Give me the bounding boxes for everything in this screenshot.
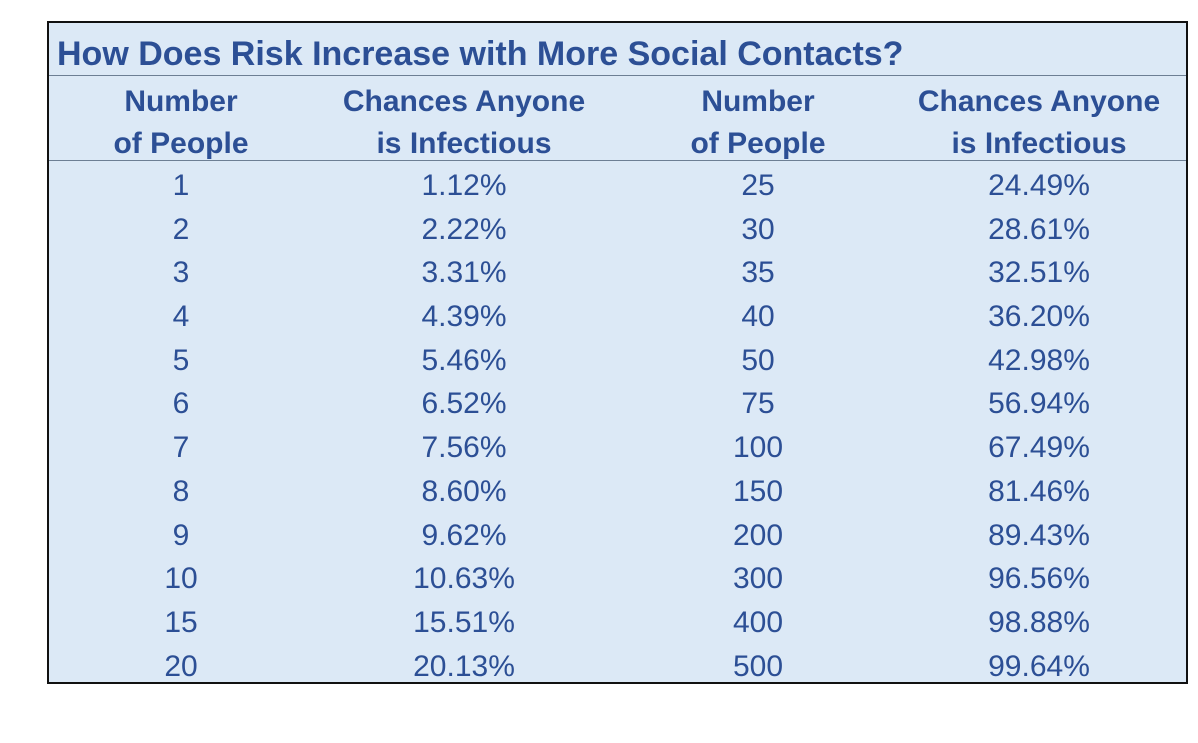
cell-chance-left: 15.51% [413, 605, 515, 639]
cell-chance-right: 96.56% [988, 562, 1090, 596]
cell-people-right: 150 [732, 474, 784, 508]
cell-chance-right: 56.94% [988, 387, 1090, 421]
cell-chance-right: 81.46% [988, 474, 1090, 508]
cell-people-right: 25 [741, 169, 775, 202]
header-line: is Infectious [951, 127, 1127, 160]
cell-chance-left: 6.52% [421, 387, 507, 421]
cell-people-left: 10 [164, 562, 198, 596]
cell-chance-right: 67.49% [988, 431, 1090, 465]
cell-people-left: 9 [172, 518, 190, 552]
cell-chance-left: 3.31% [421, 256, 507, 290]
cell-chance-right: 98.88% [988, 605, 1090, 639]
cell-chance-left: 10.63% [413, 562, 515, 596]
header-line: Number [124, 85, 238, 118]
cell-chance-right: 24.49% [988, 169, 1090, 202]
header-line: Chances Anyone [342, 85, 586, 118]
table-row: 3 3.31% 35 32.51% [49, 251, 1186, 295]
header-number-of-people-right: Number of People [673, 81, 843, 165]
table-row: 15 15.51% 400 98.88% [49, 601, 1186, 645]
cell-chance-left: 4.39% [421, 300, 507, 334]
cell-chance-right: 36.20% [988, 300, 1090, 334]
table-row: 9 9.62% 200 89.43% [49, 514, 1186, 558]
header-line: of People [113, 127, 249, 160]
cell-chance-left: 9.62% [421, 518, 507, 552]
cell-people-right: 100 [732, 431, 784, 465]
table-row: 6 6.52% 75 56.94% [49, 382, 1186, 426]
table-body: 1 1.12% 25 24.49% 2 2.22% 30 28.61% 3 3.31% 35 32.5… [49, 164, 1186, 688]
cell-chance-right: 42.98% [988, 343, 1090, 377]
risk-table: How Does Risk Increase with More Social … [47, 21, 1188, 684]
cell-people-right: 75 [741, 387, 775, 421]
cell-chance-left: 2.22% [421, 212, 507, 246]
cell-chance-left: 1.12% [421, 169, 507, 202]
table-title: How Does Risk Increase with More Social … [57, 35, 904, 73]
cell-people-left: 15 [164, 605, 198, 639]
cell-people-right: 40 [741, 300, 775, 334]
cell-people-left: 6 [172, 387, 190, 421]
table-row: 8 8.60% 150 81.46% [49, 470, 1186, 514]
cell-chance-right: 32.51% [988, 256, 1090, 290]
header-chances-left: Chances Anyone is Infectious [319, 81, 609, 165]
cell-chance-left: 7.56% [421, 431, 507, 465]
cell-people-left: 1 [172, 169, 190, 202]
cell-chance-left: 8.60% [421, 474, 507, 508]
cell-people-right: 200 [732, 518, 784, 552]
cell-people-right: 400 [732, 605, 784, 639]
cell-people-left: 2 [172, 212, 190, 246]
table-row: 20 20.13% 500 99.64% [49, 645, 1186, 689]
table-row: 1 1.12% 25 24.49% [49, 164, 1186, 208]
header-line: Chances Anyone [917, 85, 1161, 118]
cell-people-right: 35 [741, 256, 775, 290]
cell-chance-left: 20.13% [413, 649, 515, 683]
cell-chance-right: 99.64% [988, 649, 1090, 683]
table-row: 10 10.63% 300 96.56% [49, 557, 1186, 601]
cell-people-left: 3 [172, 256, 190, 290]
table-row: 7 7.56% 100 67.49% [49, 426, 1186, 470]
cell-chance-right: 89.43% [988, 518, 1090, 552]
cell-chance-right: 28.61% [988, 212, 1090, 246]
cell-people-right: 30 [741, 212, 775, 246]
header-chances-right: Chances Anyone is Infectious [894, 81, 1184, 165]
table-row: 2 2.22% 30 28.61% [49, 208, 1186, 252]
cell-chance-left: 5.46% [421, 343, 507, 377]
header-number-of-people-left: Number of People [96, 81, 266, 165]
cell-people-left: 5 [172, 343, 190, 377]
cell-people-right: 300 [732, 562, 784, 596]
title-divider [49, 75, 1186, 76]
cell-people-right: 500 [732, 649, 784, 683]
cell-people-left: 20 [164, 649, 198, 683]
cell-people-left: 8 [172, 474, 190, 508]
header-line: is Infectious [376, 127, 552, 160]
table-row: 4 4.39% 40 36.20% [49, 295, 1186, 339]
table-row: 5 5.46% 50 42.98% [49, 339, 1186, 383]
header-divider [49, 160, 1186, 161]
cell-people-left: 4 [172, 300, 190, 334]
cell-people-left: 7 [172, 431, 190, 465]
header-line: Number [701, 85, 815, 118]
cell-people-right: 50 [741, 343, 775, 377]
header-line: of People [690, 127, 826, 160]
